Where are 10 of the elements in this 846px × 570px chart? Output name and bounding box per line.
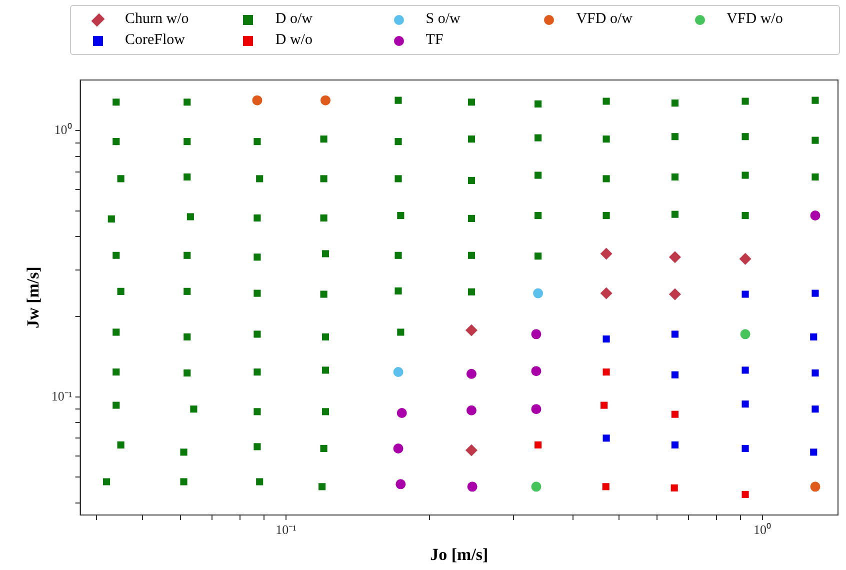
legend-label: S o/w (426, 11, 460, 28)
legend-label: D w/o (275, 32, 312, 49)
legend-label: Churn w/o (125, 11, 189, 28)
x-axis-title: Jo [m/s] (430, 545, 488, 564)
legend-label: VFD o/w (576, 11, 632, 28)
legend-label: VFD w/o (726, 11, 783, 28)
legend-label: CoreFlow (125, 32, 185, 49)
legend-label: D o/w (275, 11, 312, 28)
y-axis-title: Jw [m/s] (24, 266, 43, 328)
legend-label: TF (426, 32, 444, 49)
